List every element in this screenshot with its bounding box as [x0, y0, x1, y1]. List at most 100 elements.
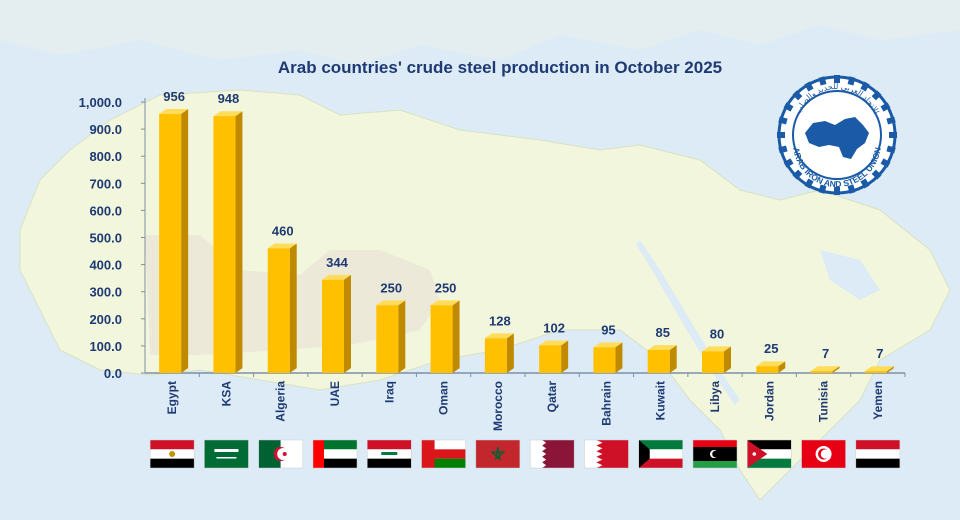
bar-ksa: [213, 111, 243, 373]
bar-kuwait: [647, 345, 677, 373]
bar-side: [289, 243, 297, 373]
bars: [159, 109, 894, 374]
bar-bahrain: [593, 342, 623, 373]
value-label: 128: [489, 313, 511, 328]
y-tick-label: 600.0: [89, 203, 122, 218]
arab-map-icon: [805, 117, 869, 159]
bar-top: [702, 346, 731, 352]
x-tick-label: KSA: [219, 381, 233, 407]
y-tick-label: 900.0: [89, 122, 122, 137]
bar-side: [724, 346, 731, 373]
bar-top: [376, 300, 406, 306]
bar-front: [702, 351, 724, 373]
libya-flag: [692, 439, 738, 469]
y-tick-label: 400.0: [89, 258, 122, 273]
bar-side: [561, 340, 569, 373]
bar-side: [778, 361, 786, 373]
bar-algeria: [267, 243, 297, 373]
x-tick-label: Qatar: [545, 381, 559, 413]
saudi-flag: [204, 439, 249, 469]
y-tick-label: 800.0: [89, 149, 122, 164]
bar-front: [864, 371, 887, 373]
bar-side: [669, 345, 677, 373]
bar-yemen: [864, 366, 894, 373]
bar-side: [886, 366, 894, 373]
value-label: 460: [272, 223, 294, 238]
bar-top: [647, 345, 677, 350]
bar-front: [159, 113, 182, 373]
bar-top: [864, 366, 894, 372]
value-label: 25: [764, 341, 778, 356]
egypt-flag: [149, 439, 195, 469]
chart-title: Arab countries' crude steel production i…: [277, 58, 723, 77]
x-tick-label: Morocco: [491, 381, 505, 431]
oman-flag: [421, 439, 466, 469]
bar-side: [344, 274, 351, 373]
bar-front: [430, 305, 453, 373]
bar-oman: [430, 300, 460, 373]
gear-icon: [777, 75, 897, 195]
value-label: 95: [601, 322, 615, 337]
qatar-flag: [529, 439, 575, 469]
bar-top: [267, 243, 297, 249]
bar-side: [506, 333, 514, 373]
bar-top: [430, 300, 460, 306]
bar-top: [539, 340, 569, 346]
y-tick-label: 200.0: [89, 312, 122, 327]
bar-libya: [702, 346, 731, 373]
bar-morocco: [484, 333, 514, 373]
value-label: 7: [876, 346, 883, 361]
y-tick-label: 300.0: [89, 285, 122, 300]
bar-front: [647, 349, 670, 373]
bar-top: [593, 342, 623, 348]
value-label: 250: [435, 280, 457, 295]
bar-front: [213, 116, 236, 373]
bar-top: [159, 109, 189, 114]
y-tick-label: 700.0: [89, 176, 122, 191]
x-tick-label: Algeria: [274, 381, 288, 422]
value-label: 344: [326, 255, 348, 270]
value-label: 102: [543, 320, 565, 335]
morocco-flag: [475, 439, 521, 469]
x-tick-label: Egypt: [165, 381, 179, 414]
yemen-flag: [855, 439, 901, 469]
bar-front: [539, 345, 562, 373]
bar-side: [181, 109, 189, 374]
value-label: 80: [710, 326, 724, 341]
algeria-flag: [258, 439, 303, 469]
value-labels: 956 948 460 344 250 250 128 102 95 85 80 25 7 7: [163, 89, 883, 361]
value-label: 85: [655, 325, 669, 340]
bahrain-flag: [584, 439, 629, 469]
bar-top: [810, 366, 840, 372]
bar-side: [832, 366, 840, 373]
bar-tunisia: [810, 366, 840, 373]
bar-side: [452, 300, 460, 373]
iraq-flag: [367, 439, 412, 469]
bar-front: [267, 248, 290, 373]
kuwait-flag: [638, 439, 683, 469]
x-tick-labels: Egypt KSA Algeria UAE Iraq Oman Morocco Qatar Ba…: [165, 381, 885, 431]
bar-side: [615, 342, 623, 373]
bar-iraq: [376, 300, 406, 373]
uae-flag: [312, 439, 358, 469]
x-tick-label: Bahrain: [599, 381, 613, 426]
y-tick-label: 1,000.0: [79, 95, 122, 110]
y-tick-label: 500.0: [89, 231, 122, 246]
x-tick-label: Tunisia: [817, 381, 831, 422]
bar-front: [810, 371, 833, 373]
bar-front: [322, 279, 344, 373]
value-label: 956: [163, 89, 185, 104]
bar-side: [398, 300, 406, 373]
jordan-flag: [747, 439, 792, 469]
tunisia-flag: [801, 439, 846, 469]
x-tick-label: Yemen: [871, 381, 885, 420]
x-tick-label: Kuwait: [654, 381, 668, 420]
y-axis: 0.0 100.0 200.0 300.0 400.0 500.0 600.0 700.0 80…: [79, 95, 146, 381]
x-tick-label: Oman: [437, 381, 451, 415]
bar-top: [213, 111, 243, 117]
bar-front: [484, 338, 507, 373]
value-label: 250: [380, 280, 402, 295]
